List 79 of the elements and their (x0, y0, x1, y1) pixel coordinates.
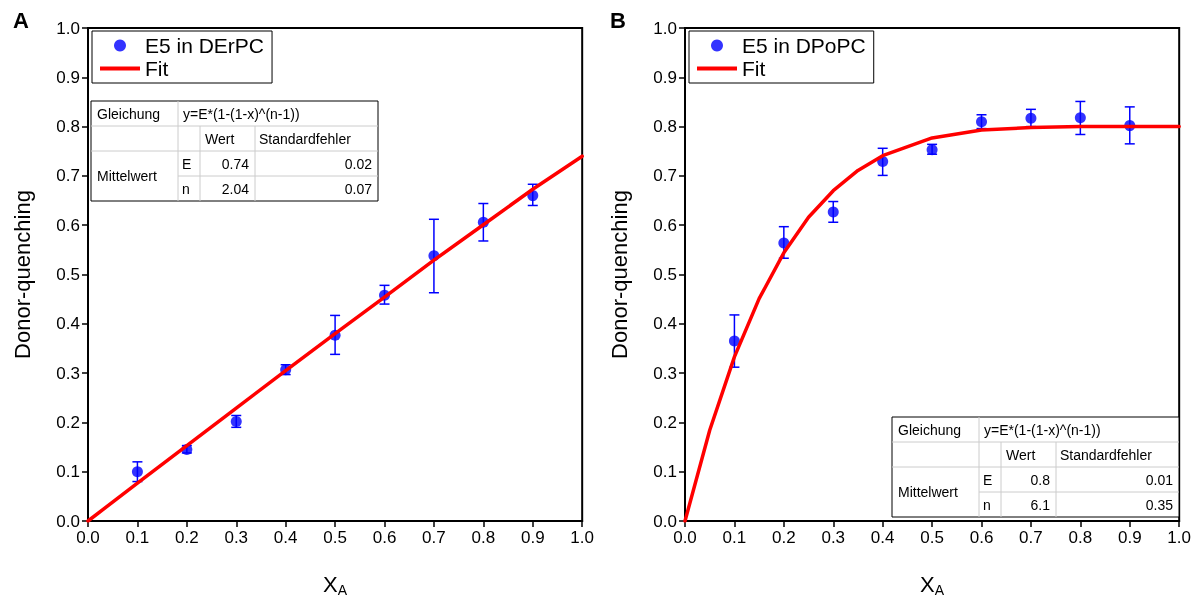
annotation: Gleichung (898, 421, 962, 438)
y-axis-title: Donor-quenching (9, 190, 35, 359)
annotation: Wert (1006, 446, 1036, 463)
y-tick-label: 0.4 (56, 314, 80, 334)
x-tick-label: 0.8 (1068, 528, 1093, 547)
annotation: 2.04 (221, 180, 250, 197)
y-tick-label: 0.3 (653, 363, 677, 383)
annotation: n (182, 180, 190, 197)
y-tick-label: 0.5 (56, 265, 80, 284)
annotation: y=E*(1-(1-x)^(n-1)) (984, 421, 1101, 438)
y-tick-label: 0.3 (56, 363, 80, 383)
point (827, 206, 839, 218)
y-tick-label: 0.8 (653, 117, 677, 137)
y-axis-title: Donor-quenching (606, 190, 632, 359)
y-tick-label: 0.2 (56, 412, 80, 432)
point (1074, 112, 1086, 124)
x-tick-label: 0.3 (224, 528, 249, 547)
x-tick-label: 0.8 (471, 528, 496, 547)
y-tick-label: 0.7 (653, 166, 677, 186)
annotation: 0.07 (344, 180, 373, 197)
y-tick-label: 0.0 (56, 511, 80, 531)
x-tick-label: 1.0 (1167, 528, 1191, 547)
point (1025, 112, 1037, 124)
x-tick-label: 1.0 (570, 528, 594, 547)
x-tick-label: 0.1 (722, 528, 747, 547)
y-tick-label: 0.1 (56, 462, 80, 482)
annotation: Standardfehler (1060, 446, 1153, 463)
annotation: E (182, 155, 192, 172)
x-tick-label: 0.4 (870, 528, 895, 547)
annotation: Standardfehler (259, 130, 352, 147)
annotation: Mittelwert (97, 168, 158, 184)
x-tick-label: 0.7 (1019, 528, 1043, 547)
x-tick-label: 0.2 (772, 528, 796, 547)
x-tick-label: 0.9 (1117, 528, 1142, 547)
annotation: Wert (205, 130, 235, 147)
annotation: n (983, 496, 991, 513)
legend-label: E5 in DPoPC (742, 34, 866, 57)
annotation: y=E*(1-(1-x)^(n-1)) (183, 105, 300, 122)
annotation: 6.1 (1030, 496, 1051, 513)
x-tick-label: 0.5 (323, 528, 347, 547)
chart-title: B (610, 7, 626, 33)
y-tick-label: 0.0 (653, 511, 677, 531)
chart-title: A (13, 7, 29, 33)
annotation: 0.74 (221, 155, 250, 172)
legend-label: Fit (145, 57, 169, 80)
annotation: 0.01 (1145, 471, 1174, 488)
y-tick-label: 0.9 (56, 67, 80, 87)
x-tick-label: 0.3 (821, 528, 846, 547)
annotation: Gleichung (97, 105, 161, 122)
x-tick-label: 0.5 (920, 528, 944, 547)
point (131, 466, 143, 478)
y-tick-label: 0.1 (653, 462, 677, 482)
annotation: 0.8 (1030, 471, 1051, 488)
y-tick-label: 0.9 (653, 67, 677, 87)
y-tick-label: 1.0 (56, 18, 80, 38)
x-tick-label: 0.7 (422, 528, 446, 547)
x-tick-label: 0.0 (673, 528, 697, 547)
y-tick-label: 0.6 (56, 215, 80, 235)
y-tick-label: 0.8 (56, 117, 80, 137)
x-tick-label: 0.2 (175, 528, 199, 547)
x-tick-label: 0.9 (520, 528, 545, 547)
point (728, 335, 740, 347)
y-tick-label: 0.7 (56, 166, 80, 186)
x-tick-label: 0.6 (969, 528, 994, 547)
annotation: 0.02 (344, 155, 373, 172)
y-tick-label: 0.6 (653, 215, 677, 235)
x-tick-label: 0.1 (125, 528, 150, 547)
annotation: Mittelwert (898, 484, 959, 500)
legend-label: E5 in DErPC (145, 34, 265, 57)
y-tick-label: 0.4 (653, 314, 677, 334)
legend-label: Fit (742, 57, 766, 80)
y-tick-label: 1.0 (653, 18, 677, 38)
annotation: E (983, 471, 993, 488)
x-tick-label: 0.6 (372, 528, 397, 547)
annotation: 0.35 (1145, 496, 1174, 513)
x-tick-label: 0.0 (76, 528, 100, 547)
y-tick-label: 0.5 (653, 265, 677, 284)
x-tick-label: 0.4 (273, 528, 298, 547)
y-tick-label: 0.2 (653, 412, 677, 432)
